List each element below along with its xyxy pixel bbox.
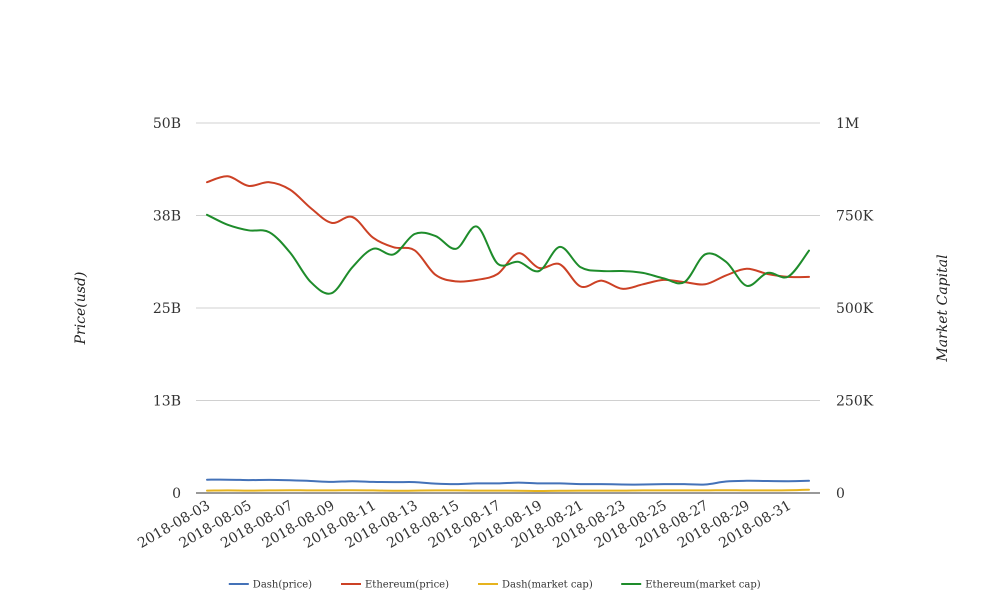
y-right-axis-title: Market Capital	[935, 254, 951, 362]
y-left-tick-label: 13B	[153, 394, 181, 410]
y-left-axis-title: Price(usd)	[73, 272, 89, 346]
y-left-tick-label: 0	[172, 486, 181, 502]
legend-label-ethereum-price: Ethereum(price)	[365, 580, 449, 591]
gridlines	[196, 122, 820, 494]
y-right-tick-label: 500K	[836, 301, 874, 317]
series-lines	[206, 175, 810, 492]
y-right-tick-label: 750K	[836, 209, 874, 225]
y-left-tick-label: 38B	[153, 209, 181, 225]
series-line-ethereum-price	[206, 175, 810, 290]
y-right-tick-label: 0	[836, 486, 845, 502]
series-line-dash-price	[206, 478, 810, 486]
legend-label-dash-market-cap: Dash(market cap)	[502, 580, 593, 591]
series-line-ethereum-market-cap	[206, 213, 810, 295]
legend: Dash(price) Ethereum(price) Dash(market ca…	[228, 580, 761, 591]
y-right-tick-label: 1M	[836, 116, 859, 132]
series-line-dash-market-cap	[206, 488, 810, 492]
y-left-tick-label: 25B	[153, 301, 181, 317]
legend-label-ethereum-market-cap: Ethereum(market cap)	[645, 580, 761, 591]
axes: 013B25B38B50B0250K500K750K1M2018-08-0320…	[73, 116, 951, 552]
y-right-tick-label: 250K	[836, 394, 874, 410]
legend-label-dash-price: Dash(price)	[253, 580, 312, 591]
y-left-tick-label: 50B	[153, 116, 181, 132]
